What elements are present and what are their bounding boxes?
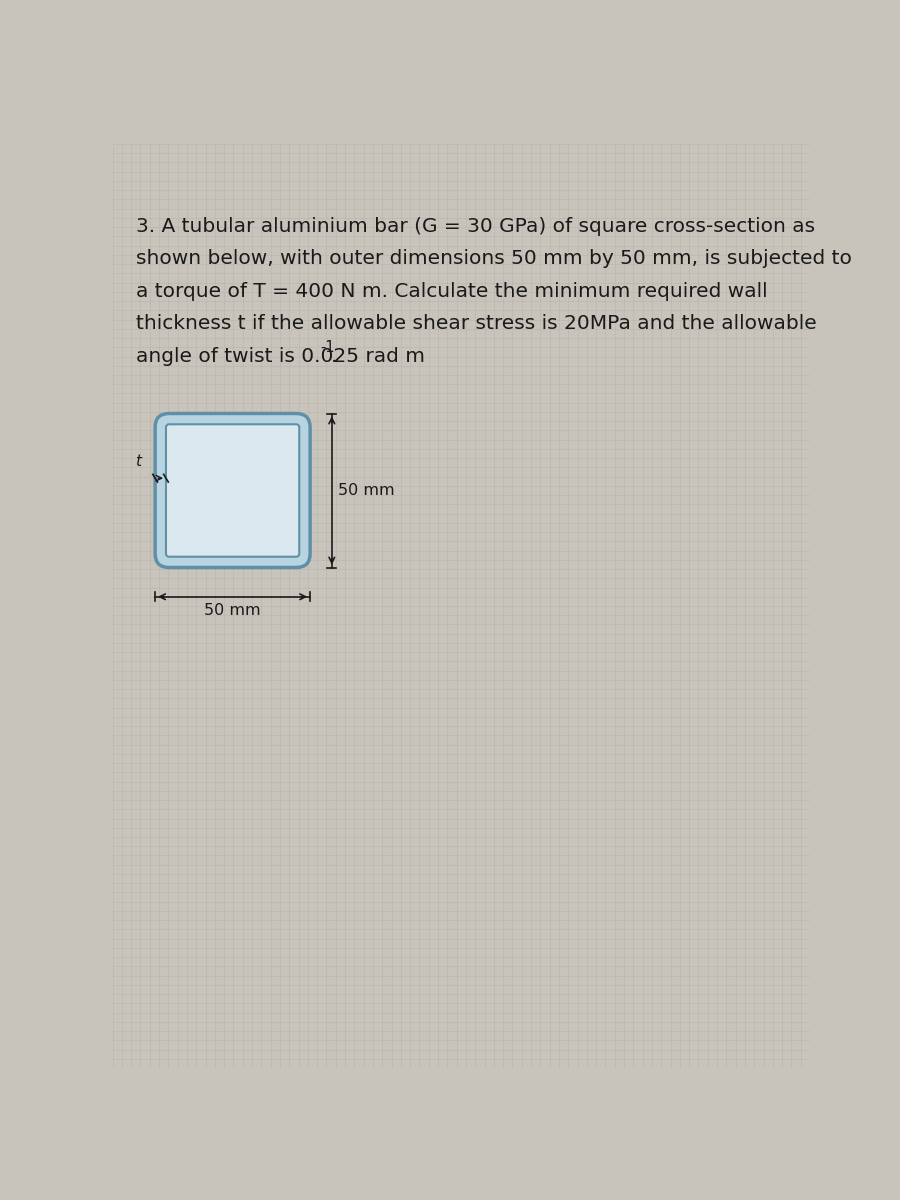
PathPatch shape bbox=[166, 425, 300, 557]
Text: thickness t if the allowable shear stress is 20MPa and the allowable: thickness t if the allowable shear stres… bbox=[136, 314, 816, 334]
Text: 50 mm: 50 mm bbox=[338, 482, 394, 498]
Text: t: t bbox=[135, 454, 141, 469]
Text: angle of twist is 0.025 rad m: angle of twist is 0.025 rad m bbox=[136, 347, 425, 366]
PathPatch shape bbox=[155, 414, 310, 568]
Text: -1: -1 bbox=[320, 341, 335, 355]
Text: .: . bbox=[331, 347, 338, 366]
Text: 3. A tubular aluminium bar (G = 30 GPa) of square cross-section as: 3. A tubular aluminium bar (G = 30 GPa) … bbox=[136, 217, 814, 236]
Text: 50 mm: 50 mm bbox=[204, 602, 261, 618]
Text: shown below, with outer dimensions 50 mm by 50 mm, is subjected to: shown below, with outer dimensions 50 mm… bbox=[136, 250, 851, 269]
Text: a torque of T = 400 N m. Calculate the minimum required wall: a torque of T = 400 N m. Calculate the m… bbox=[136, 282, 768, 301]
